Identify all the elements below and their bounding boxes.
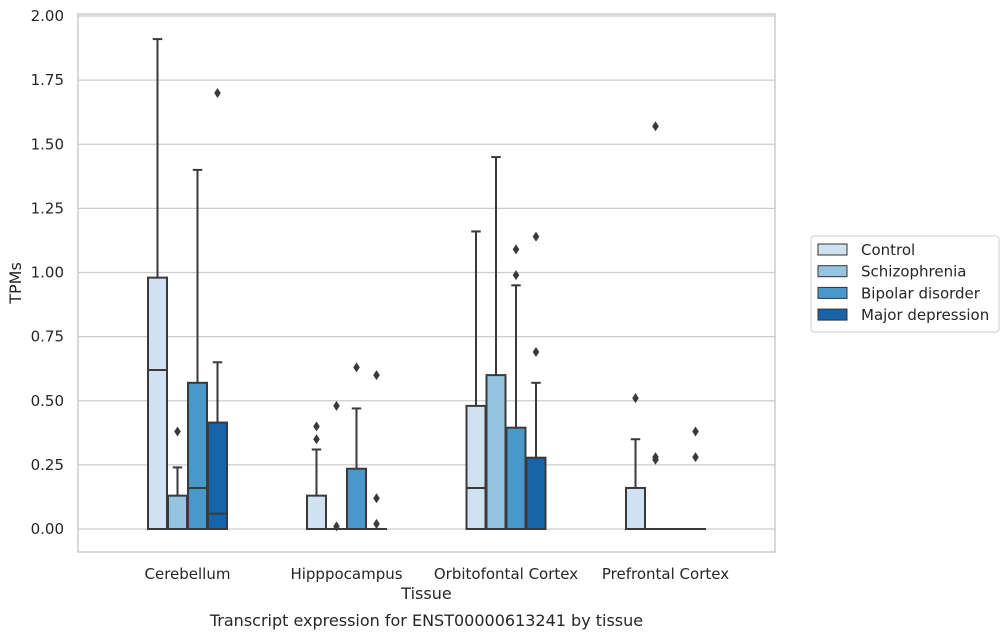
outlier-point	[373, 370, 380, 381]
y-tick-label: 1.00	[31, 264, 64, 282]
y-tick-label: 2.00	[31, 7, 64, 25]
outlier-point	[313, 434, 320, 445]
legend-label: Major depression	[861, 306, 989, 324]
box-control	[625, 393, 646, 530]
y-axis-label: TPMs	[6, 262, 25, 305]
outlier-point	[373, 518, 380, 529]
chart-title: Transcript expression for ENST0000061324…	[209, 611, 643, 630]
legend-label: Control	[861, 241, 915, 259]
box-bipolar-disorder	[346, 362, 367, 531]
legend-label: Bipolar disorder	[861, 284, 981, 302]
x-tick-label: Hipppocampus	[290, 565, 402, 583]
box-body	[485, 374, 507, 530]
box-major-depression	[685, 426, 706, 531]
plot-frame	[77, 13, 776, 553]
box-control	[465, 230, 487, 531]
y-tick-label: 1.25	[31, 199, 64, 217]
outlier-point	[652, 452, 659, 463]
outlier-point	[652, 121, 659, 132]
box-plots	[147, 38, 706, 532]
outlier-point	[214, 87, 221, 98]
x-tick-label: Orbitofontal Cortex	[434, 565, 578, 583]
y-tick-label: 1.75	[31, 71, 64, 89]
outlier-point	[692, 426, 699, 437]
box-control	[306, 421, 327, 530]
box-schizophrenia	[326, 400, 347, 532]
outlier-point	[373, 493, 380, 504]
y-tick-label: 0.00	[31, 520, 64, 538]
legend-label: Schizophrenia	[861, 263, 966, 281]
outlier-point	[632, 393, 639, 404]
y-tick-label: 1.50	[31, 135, 64, 153]
box-major-depression	[207, 87, 228, 530]
box-body	[346, 467, 367, 531]
box-major-depression	[366, 370, 387, 531]
legend-swatch	[817, 308, 848, 321]
x-axis-label: Tissue	[400, 584, 451, 603]
outlier-point	[532, 347, 540, 358]
outlier-point	[353, 362, 360, 373]
box-body	[505, 426, 527, 530]
box-body	[147, 276, 168, 530]
box-body	[306, 494, 327, 530]
box-body	[187, 381, 208, 531]
x-axis-ticks: Cerebellum Hipppocampus Orbitofontal Corte…	[145, 565, 730, 583]
legend-frame	[810, 235, 1000, 333]
box-body	[625, 486, 646, 530]
outlier-point	[512, 244, 520, 255]
x-tick-label: Prefrontal Cortex	[602, 565, 729, 583]
outlier-point	[333, 521, 340, 532]
box-body	[465, 404, 487, 531]
box-body	[167, 494, 188, 530]
box-body	[207, 421, 228, 530]
legend-swatch	[817, 243, 848, 256]
legend: Control Schizophrenia Bipolar disorder Majo…	[810, 235, 1000, 333]
y-tick-label: 0.25	[31, 456, 64, 474]
outlier-point	[313, 421, 320, 432]
y-tick-label: 0.75	[31, 328, 64, 346]
box-major-depression	[525, 231, 547, 530]
outlier-point	[532, 231, 540, 242]
outlier-point	[692, 452, 699, 463]
outlier-point	[333, 400, 340, 411]
box-control	[147, 38, 168, 530]
y-tick-label: 0.50	[31, 392, 64, 410]
legend-swatch	[817, 265, 848, 278]
outlier-point	[174, 426, 181, 437]
box-body	[525, 456, 547, 530]
y-axis-ticks: 0.00 0.25 0.50 0.75 1.00 1.25 1.50 1.75 2.00	[31, 7, 64, 538]
x-tick-label: Cerebellum	[145, 565, 231, 583]
outlier-point	[512, 270, 520, 281]
legend-swatch	[817, 286, 848, 299]
